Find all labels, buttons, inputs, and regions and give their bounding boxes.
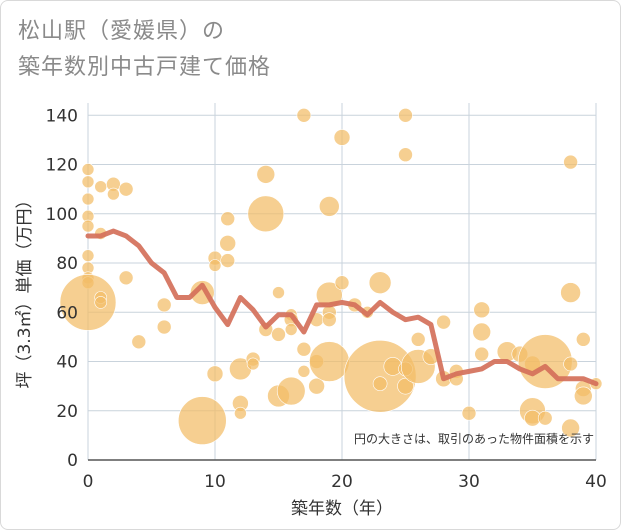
bubble: [59, 274, 117, 331]
bubble: [256, 165, 276, 184]
bubble: [206, 365, 224, 383]
bubble: [563, 356, 578, 372]
x-axis-label: 築年数（年）: [291, 499, 393, 519]
x-tick-label: 10: [204, 472, 226, 492]
bubble: [308, 341, 350, 382]
y-tick-label: 140: [46, 106, 78, 126]
bubble: [537, 410, 553, 426]
bubble: [246, 357, 260, 371]
bubble: [271, 327, 286, 342]
bubble: [297, 365, 311, 378]
bubble: [81, 163, 95, 176]
bubble: [234, 406, 247, 420]
x-tick-label: 30: [458, 472, 480, 492]
bubble: [219, 235, 236, 252]
bubble: [81, 219, 95, 233]
bubble: [436, 314, 451, 330]
bubble: [472, 322, 492, 342]
bubble: [573, 386, 593, 406]
bubble: [563, 154, 578, 170]
bubble: [220, 253, 235, 268]
y-tick-label: 0: [67, 451, 78, 471]
bubble: [156, 319, 172, 335]
axes: 0 10 20 30 40 0 20 40 60 80 100 120 140: [46, 106, 607, 492]
bubble: [178, 396, 227, 445]
bubble: [276, 376, 306, 406]
y-tick-label: 60: [56, 303, 78, 323]
bubble: [118, 181, 134, 197]
y-tick-label: 120: [46, 156, 78, 176]
bubble: [272, 286, 285, 299]
trend-line: [85, 228, 599, 387]
bubble: [575, 332, 591, 347]
x-tick-label: 0: [83, 472, 94, 492]
bubble: [308, 377, 325, 395]
bubble: [410, 332, 426, 347]
bubble: [156, 297, 172, 313]
bubble: [368, 271, 392, 295]
y-axis-label: 坪（3.3㎡）単価（万円）: [15, 191, 35, 388]
bubble: [220, 211, 235, 227]
bubble: [284, 323, 298, 336]
title-line-2: 築年数別中古戸建て価格: [18, 55, 272, 80]
x-tick-label: 40: [585, 472, 607, 492]
bubble: [107, 187, 120, 201]
bubbles: [59, 108, 603, 445]
bubble: [398, 108, 413, 123]
bubble: [94, 180, 107, 194]
bubble: [81, 192, 95, 206]
trend-line-group: [85, 228, 599, 387]
chart-title: 松山駅（愛媛県）の 築年数別中古戸建て価格: [18, 14, 271, 86]
title-line-1: 松山駅（愛媛県）の: [18, 19, 226, 44]
bubble: [321, 312, 337, 327]
bubble: [296, 341, 312, 357]
y-tick-label: 20: [56, 402, 78, 422]
bubble: [372, 376, 388, 391]
bubble: [474, 346, 490, 362]
bubble: [461, 405, 477, 421]
bubble: [81, 249, 95, 262]
bubble: [398, 147, 413, 163]
size-note: 円の大きさは、取引のあった物件面積を示す: [354, 431, 594, 446]
bubble: [334, 275, 350, 291]
bubble: [560, 282, 581, 303]
bubble: [118, 270, 134, 286]
y-tick-label: 80: [56, 254, 78, 274]
bubble: [81, 175, 95, 189]
bubble: [131, 334, 147, 350]
bubble: [473, 301, 491, 319]
bubble: [561, 418, 580, 438]
bubble: [94, 296, 107, 309]
y-tick-label: 40: [56, 353, 78, 373]
bubble: [296, 108, 312, 123]
y-tick-label: 100: [46, 205, 78, 225]
bubble: [318, 196, 340, 217]
bubble: [333, 129, 351, 146]
bubble: [208, 259, 222, 272]
x-tick-label: 20: [331, 472, 353, 492]
bubble: [247, 195, 285, 233]
